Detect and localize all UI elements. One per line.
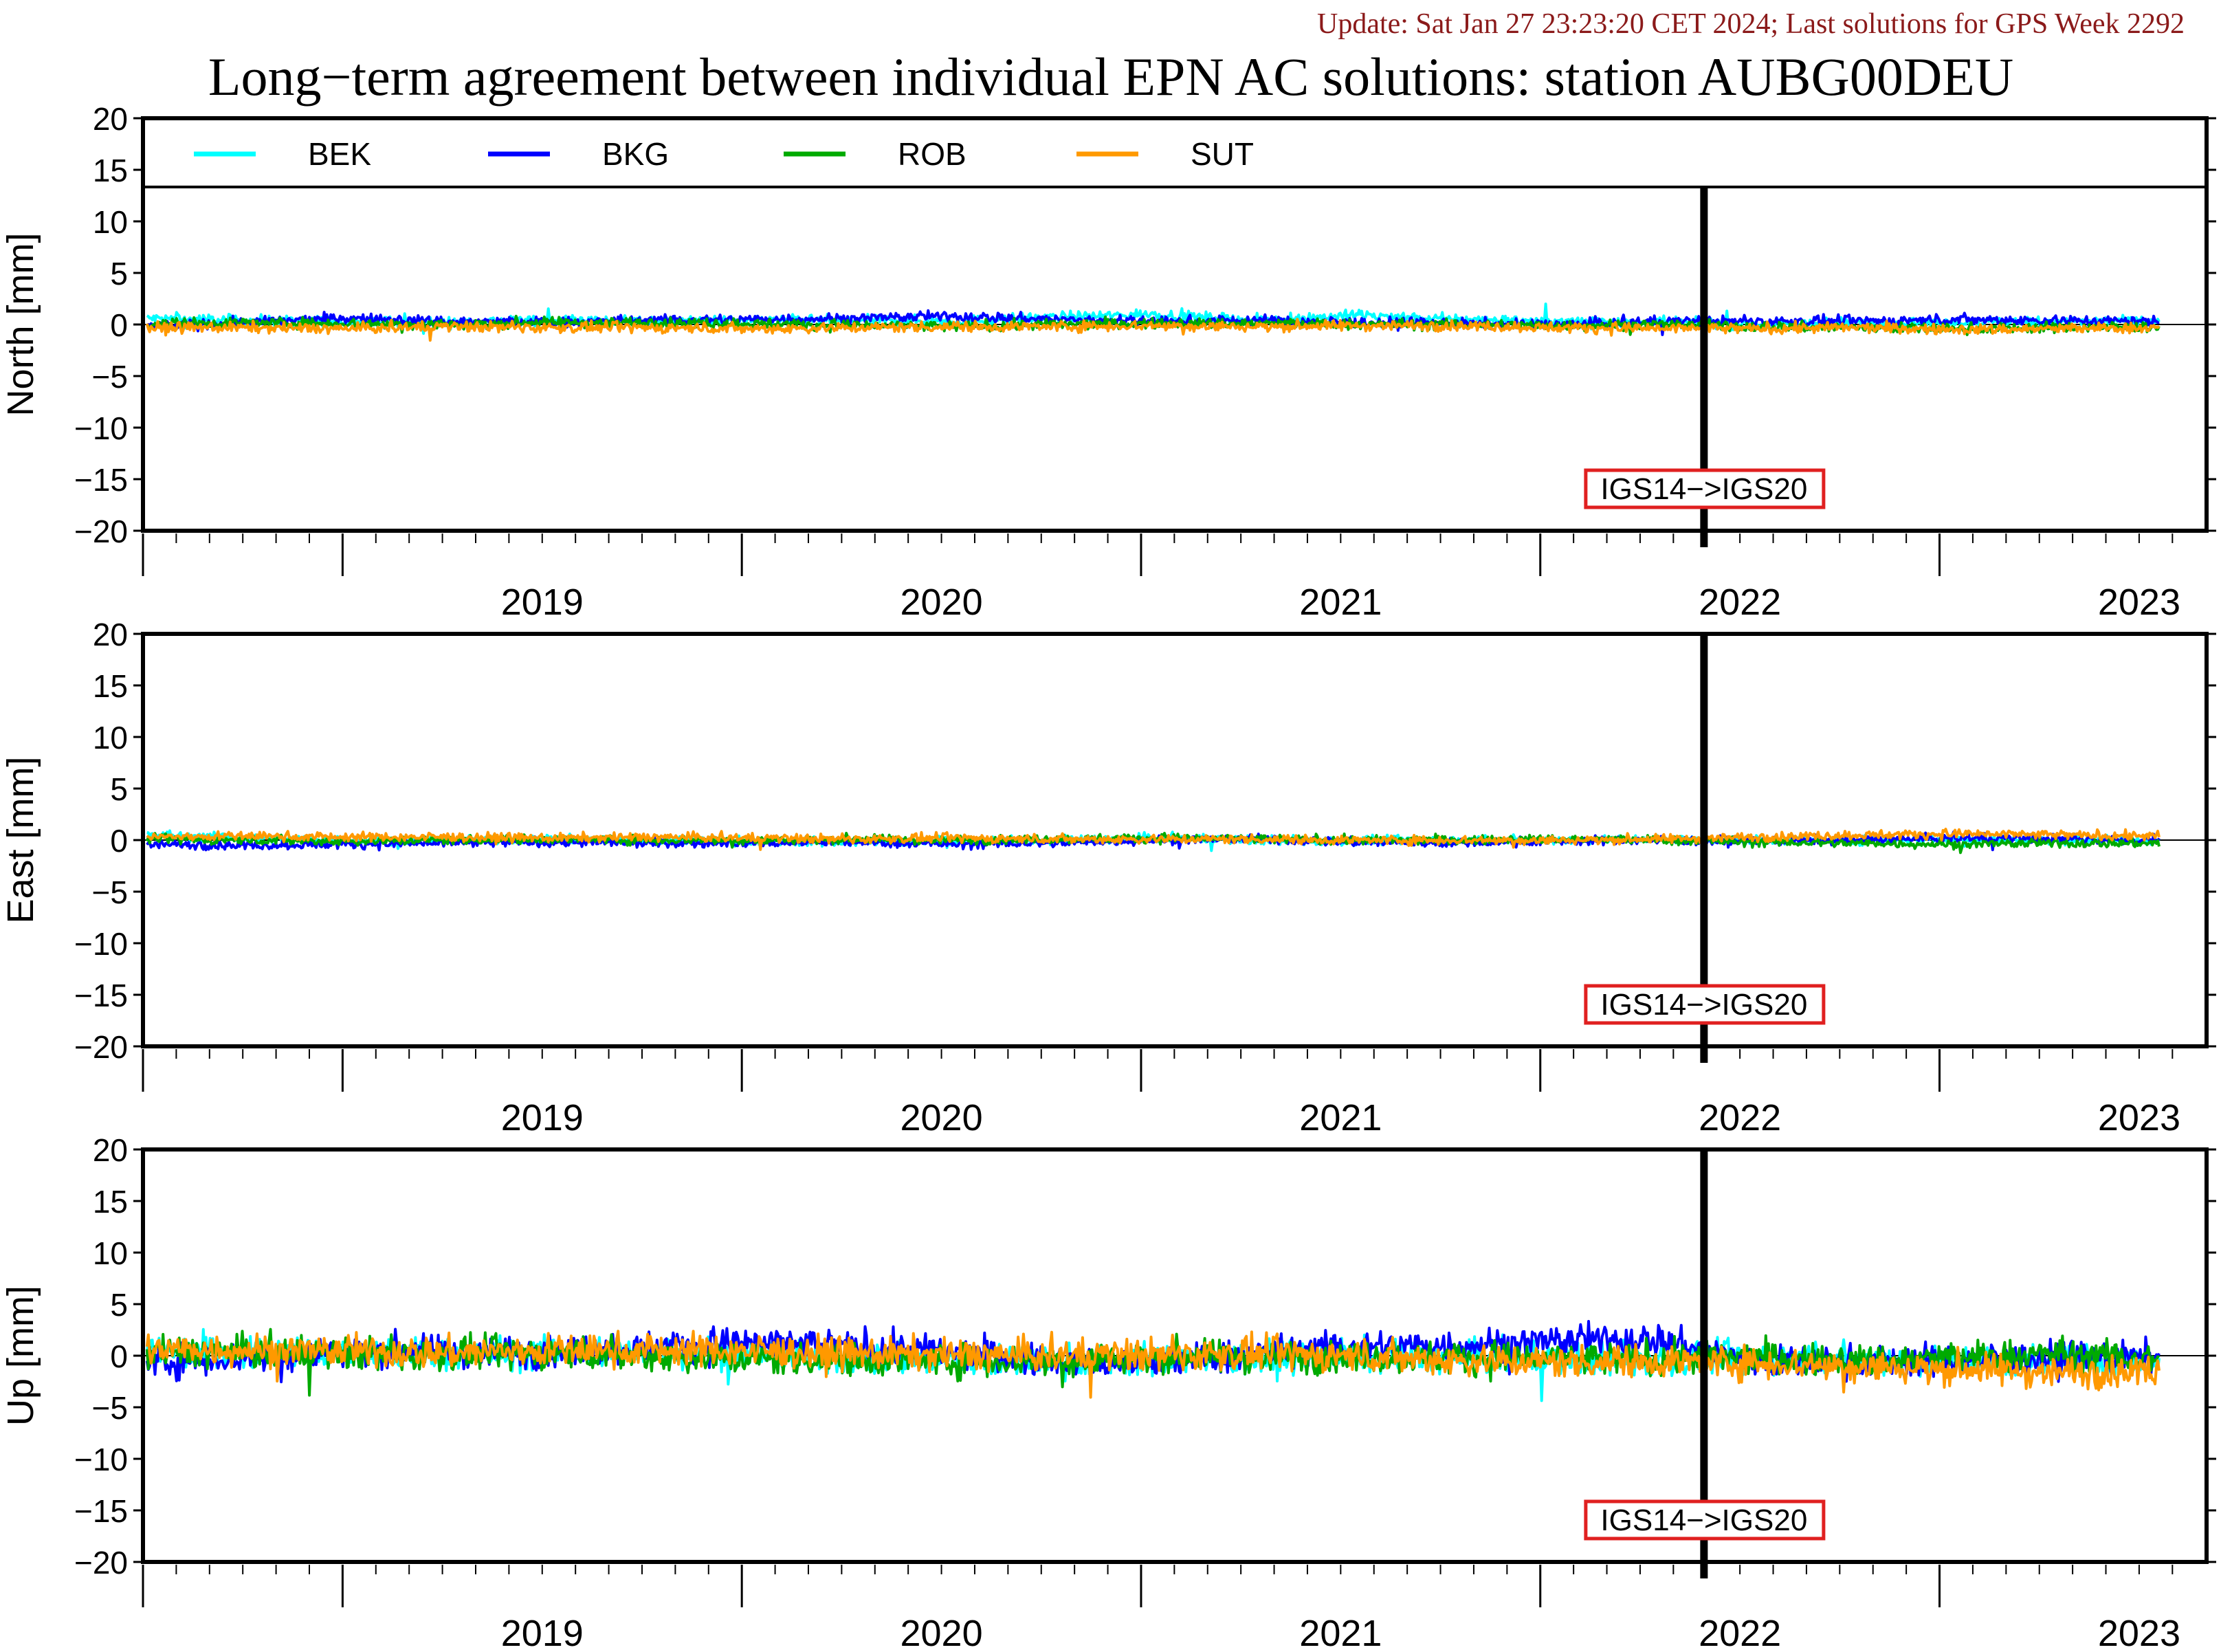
y-tick-label: 0 bbox=[110, 307, 128, 343]
reference-label-box bbox=[1584, 984, 1826, 1025]
y-axis-label: Up [mm] bbox=[0, 1286, 41, 1426]
y-tick-label: −15 bbox=[74, 462, 128, 498]
chart-title: Long−term agreement between individual E… bbox=[208, 47, 2013, 107]
legend-label-bek: BEK bbox=[308, 136, 371, 172]
y-tick-label: −10 bbox=[74, 1442, 128, 1477]
y-tick-label: 0 bbox=[110, 1339, 128, 1374]
y-tick-label: −10 bbox=[74, 926, 128, 962]
x-tick-label: 2023 bbox=[2098, 1613, 2180, 1649]
panel-0: North [mm] 20 15 10 5 0 −5 −10 −15 −20 IGS14−>IGS2… bbox=[0, 101, 2216, 623]
panel-2: Up [mm] 20 15 10 5 0 −5 −10 −15 −20 IGS14−>IGS20 20… bbox=[0, 1132, 2216, 1652]
x-tick-label: 2020 bbox=[900, 582, 982, 623]
reference-label: IGS14−>IGS20 bbox=[1600, 472, 1807, 506]
legend-label-bkg: BKG bbox=[602, 136, 669, 172]
legend-label-rob: ROB bbox=[898, 136, 966, 172]
legend-box bbox=[142, 117, 2208, 188]
y-tick-label: 0 bbox=[110, 823, 128, 859]
y-tick-label: −20 bbox=[74, 1545, 128, 1581]
y-tick-label: −5 bbox=[92, 874, 128, 910]
y-tick-label: −20 bbox=[74, 1029, 128, 1065]
y-tick-label: 20 bbox=[93, 1132, 128, 1168]
x-tick-label: 2019 bbox=[501, 1613, 584, 1649]
y-tick-label: −20 bbox=[74, 514, 128, 549]
y-tick-label: 20 bbox=[93, 101, 128, 137]
series-sut-line bbox=[145, 318, 2161, 342]
reference-label-box bbox=[1584, 468, 1826, 509]
series-rob-line bbox=[146, 314, 2161, 336]
series-sut-line bbox=[145, 1330, 2161, 1399]
x-tick-label: 2023 bbox=[2098, 582, 2180, 623]
x-tick-label: 2019 bbox=[501, 582, 584, 623]
x-tick-label: 2021 bbox=[1299, 1097, 1382, 1138]
y-tick-label: 20 bbox=[93, 617, 128, 652]
x-tick-label: 2020 bbox=[900, 1613, 982, 1649]
y-tick-label: −15 bbox=[74, 1493, 128, 1529]
y-tick-label: 10 bbox=[93, 1235, 128, 1271]
y-tick-label: 5 bbox=[110, 1287, 128, 1323]
x-tick-label: 2021 bbox=[1299, 1613, 1382, 1649]
x-tick-label: 2022 bbox=[1699, 1097, 1781, 1138]
y-tick-label: 5 bbox=[110, 256, 128, 291]
series-rob-line bbox=[145, 831, 2161, 855]
x-tick-label: 2023 bbox=[2098, 1097, 2180, 1138]
y-tick-label: 10 bbox=[93, 204, 128, 240]
y-tick-label: 5 bbox=[110, 771, 128, 807]
x-tick-label: 2019 bbox=[501, 1097, 584, 1138]
y-tick-label: 15 bbox=[93, 153, 128, 188]
y-tick-label: 15 bbox=[93, 1184, 128, 1220]
plot-frame bbox=[141, 116, 2209, 533]
y-tick-label: 10 bbox=[93, 720, 128, 756]
y-tick-label: −5 bbox=[92, 1390, 128, 1426]
x-tick-label: 2021 bbox=[1299, 582, 1382, 623]
x-tick-label: 2022 bbox=[1699, 1613, 1781, 1649]
reference-label-box bbox=[1584, 1499, 1826, 1541]
plot-frame bbox=[141, 1147, 2209, 1564]
y-tick-label: −5 bbox=[92, 359, 128, 395]
y-axis-label: East [mm] bbox=[0, 756, 41, 923]
y-tick-label: −15 bbox=[74, 978, 128, 1013]
reference-label: IGS14−>IGS20 bbox=[1600, 988, 1807, 1022]
x-tick-label: 2020 bbox=[900, 1097, 982, 1138]
plot-frame bbox=[141, 632, 2209, 1048]
y-tick-label: −10 bbox=[74, 410, 128, 446]
x-tick-label: 2022 bbox=[1699, 582, 1781, 623]
series-sut-line bbox=[146, 828, 2161, 851]
update-text: Update: Sat Jan 27 23:23:20 CET 2024; La… bbox=[1317, 8, 2185, 40]
reference-label: IGS14−>IGS20 bbox=[1600, 1504, 1807, 1537]
legend-label-sut: SUT bbox=[1191, 136, 1254, 172]
panel-1: East [mm] 20 15 10 5 0 −5 −10 −15 −20 IGS14−>IGS20… bbox=[0, 617, 2216, 1138]
y-tick-label: 15 bbox=[93, 668, 128, 704]
y-axis-label: North [mm] bbox=[0, 232, 41, 416]
